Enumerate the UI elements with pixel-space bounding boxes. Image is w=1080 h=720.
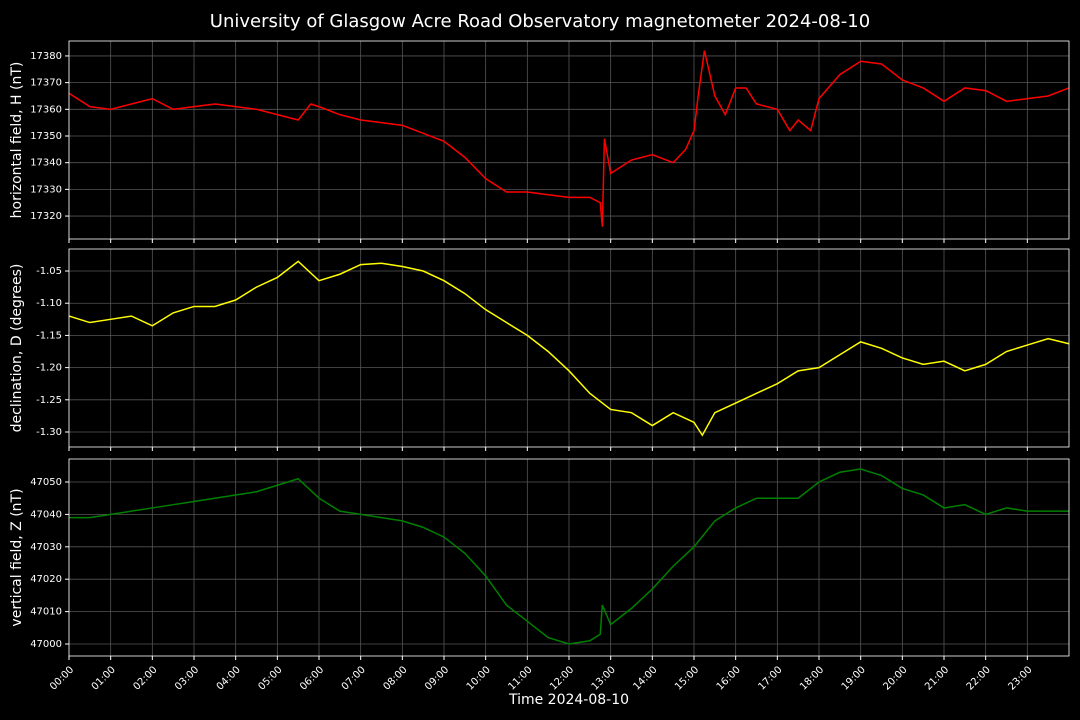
y-tick-label: 17340 bbox=[30, 158, 62, 169]
y-tick-label: -1.25 bbox=[36, 395, 62, 406]
x-axis-label: Time 2024-08-10 bbox=[508, 692, 629, 708]
y-axis-label: vertical field, Z (nT) bbox=[9, 488, 25, 626]
y-tick-label: -1.30 bbox=[36, 427, 62, 438]
y-tick-label: -1.20 bbox=[36, 363, 62, 374]
y-tick-label: 47040 bbox=[30, 509, 62, 520]
chart-title: University of Glasgow Acre Road Observat… bbox=[210, 11, 870, 32]
y-tick-label: 17330 bbox=[30, 184, 62, 195]
y-axis-label: declination, D (degrees) bbox=[9, 264, 25, 433]
y-tick-label: -1.15 bbox=[36, 330, 62, 341]
plot-frame bbox=[68, 40, 1070, 240]
y-tick-label: -1.10 bbox=[36, 298, 62, 309]
y-tick-label: 47020 bbox=[30, 574, 62, 585]
y-tick-label: 17350 bbox=[30, 131, 62, 142]
plot-frame bbox=[68, 248, 1070, 448]
y-tick-label: 47030 bbox=[30, 542, 62, 553]
y-tick-label: -1.05 bbox=[36, 266, 62, 277]
y-tick-label: 47010 bbox=[30, 607, 62, 618]
y-tick-label: 47000 bbox=[30, 639, 62, 650]
y-tick-label: 17320 bbox=[30, 211, 62, 222]
y-tick-label: 47050 bbox=[30, 477, 62, 488]
data-line bbox=[69, 468, 1069, 645]
y-tick-label: 17370 bbox=[30, 78, 62, 89]
y-axis-label: horizontal field, H (nT) bbox=[9, 62, 25, 219]
data-line bbox=[68, 50, 1070, 227]
y-tick-label: 17360 bbox=[30, 104, 62, 115]
data-line bbox=[68, 260, 1070, 437]
plot-frame bbox=[68, 458, 1070, 657]
y-tick-label: 17380 bbox=[30, 51, 62, 62]
